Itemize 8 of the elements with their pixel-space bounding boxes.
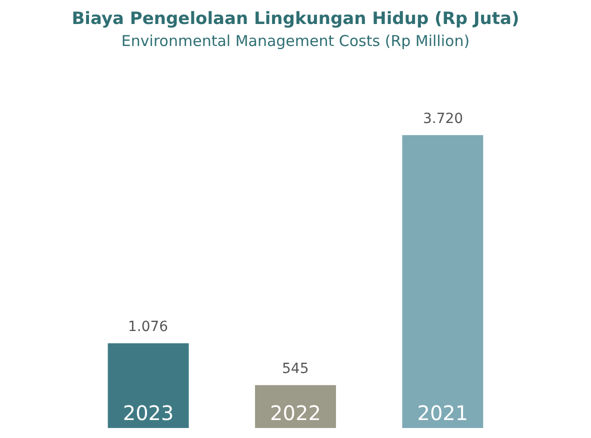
data-label: 545 xyxy=(282,361,309,377)
chart-title: Biaya Pengelolaan Lingkungan Hidup (Rp Juta) xyxy=(72,9,520,30)
data-label: 3.720 xyxy=(423,111,464,127)
x-tick-label: 2023 xyxy=(122,401,174,425)
chart-subtitle: Environmental Management Costs (Rp Million) xyxy=(121,32,470,50)
x-tick-label: 2022 xyxy=(270,401,321,425)
data-label: 1.076 xyxy=(128,319,168,335)
x-tick-label: 2021 xyxy=(417,401,468,425)
